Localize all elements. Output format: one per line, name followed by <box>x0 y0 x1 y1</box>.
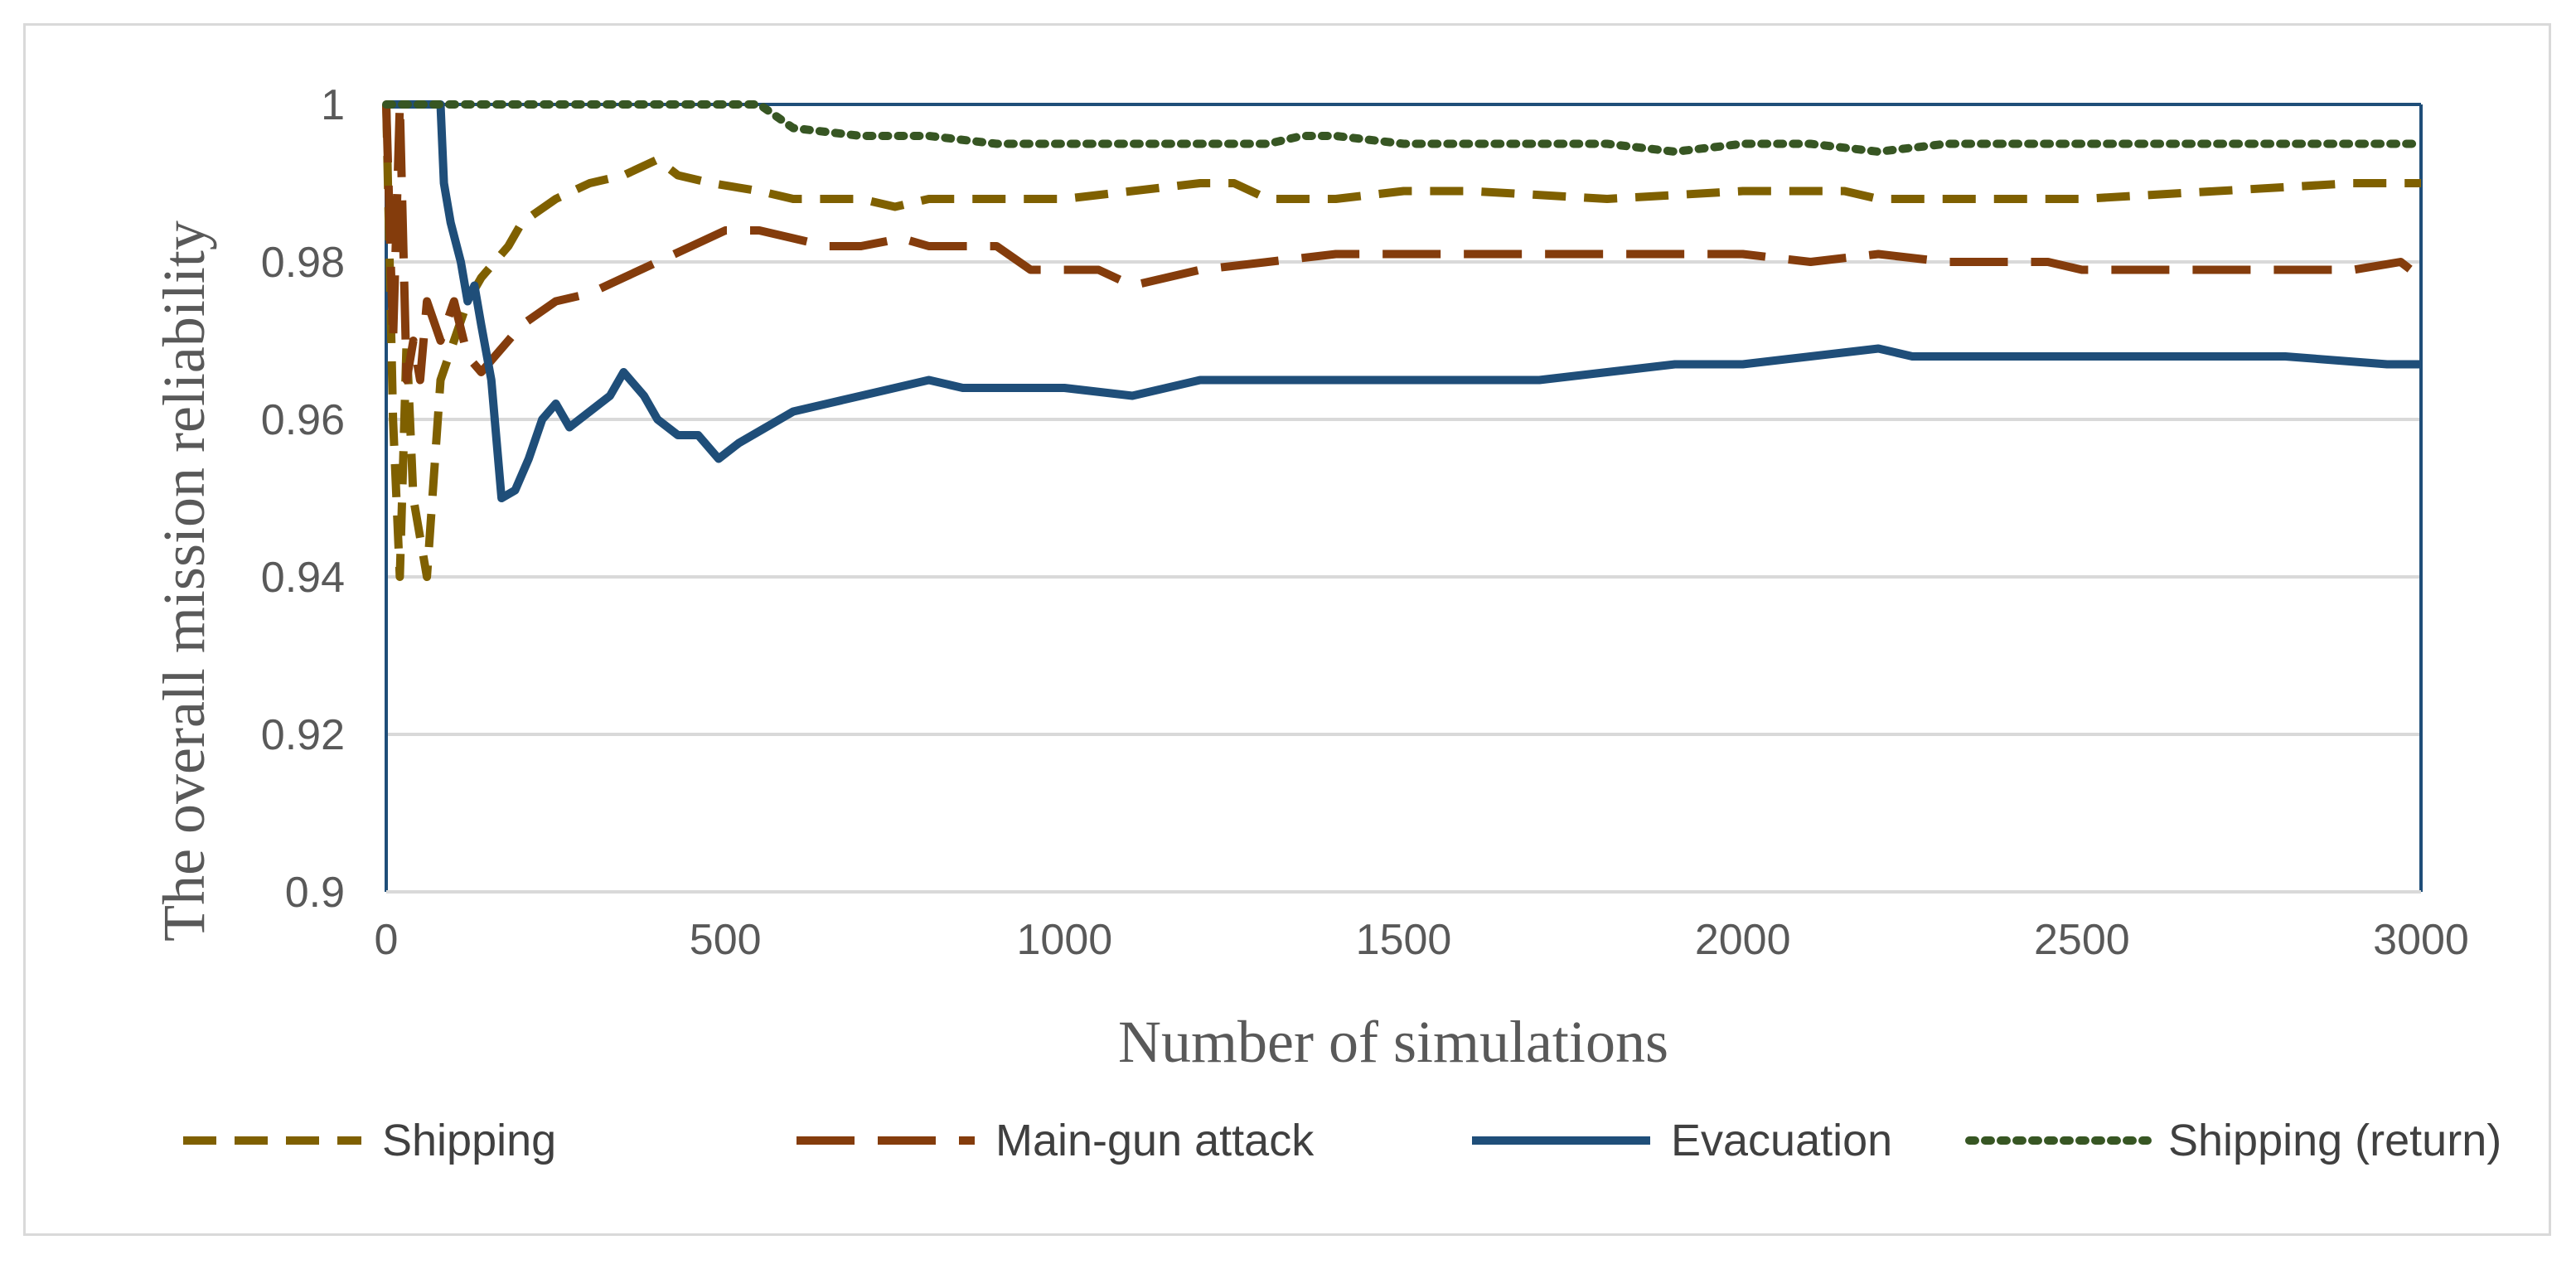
legend-label: Main-gun attack <box>995 1116 1315 1165</box>
x-tick-label: 2500 <box>2034 916 2130 964</box>
legend: Shipping Main-gun attack Evacuation Shippin… <box>183 1116 2501 1165</box>
series-line-shipping <box>382 104 2421 581</box>
y-tick-label: 1 <box>321 81 345 129</box>
x-tick-label: 1000 <box>1016 916 1112 964</box>
chart-frame: 0.9 0.92 0.94 0.96 0.98 1 0 500 1000 1500 2000 250… <box>23 23 2551 1236</box>
x-axis-title: Number of simulations <box>1118 1009 1668 1075</box>
x-tick-labels: 0 500 1000 1500 2000 2500 3000 <box>375 916 2469 964</box>
y-tick-label: 0.92 <box>261 711 345 759</box>
x-tick-label: 1500 <box>1356 916 1452 964</box>
legend-label: Shipping (return) <box>2168 1116 2501 1165</box>
y-axis-title: The overall mission reliability <box>151 220 217 942</box>
legend-label: Shipping <box>382 1116 556 1165</box>
series-lines <box>382 100 2425 581</box>
series-line-main-gun-attack <box>382 100 2424 385</box>
y-tick-label: 0.9 <box>285 869 345 917</box>
x-tick-label: 3000 <box>2373 916 2469 964</box>
gridlines <box>386 260 2421 736</box>
series-line-shipping-return <box>382 100 2425 156</box>
x-tick-label: 2000 <box>1695 916 1791 964</box>
x-tick-label: 500 <box>690 916 762 964</box>
y-tick-labels: 0.9 0.92 0.94 0.96 0.98 1 <box>261 81 345 917</box>
y-tick-label: 0.98 <box>261 239 345 287</box>
legend-label: Evacuation <box>1671 1116 1892 1165</box>
y-tick-label: 0.94 <box>261 554 345 602</box>
series-line-evacuation <box>386 100 2421 502</box>
chart-canvas: 0.9 0.92 0.94 0.96 0.98 1 0 500 1000 1500 2000 250… <box>151 81 2501 1165</box>
x-tick-label: 0 <box>375 916 399 964</box>
y-tick-label: 0.96 <box>261 396 345 444</box>
axes <box>385 103 2423 894</box>
